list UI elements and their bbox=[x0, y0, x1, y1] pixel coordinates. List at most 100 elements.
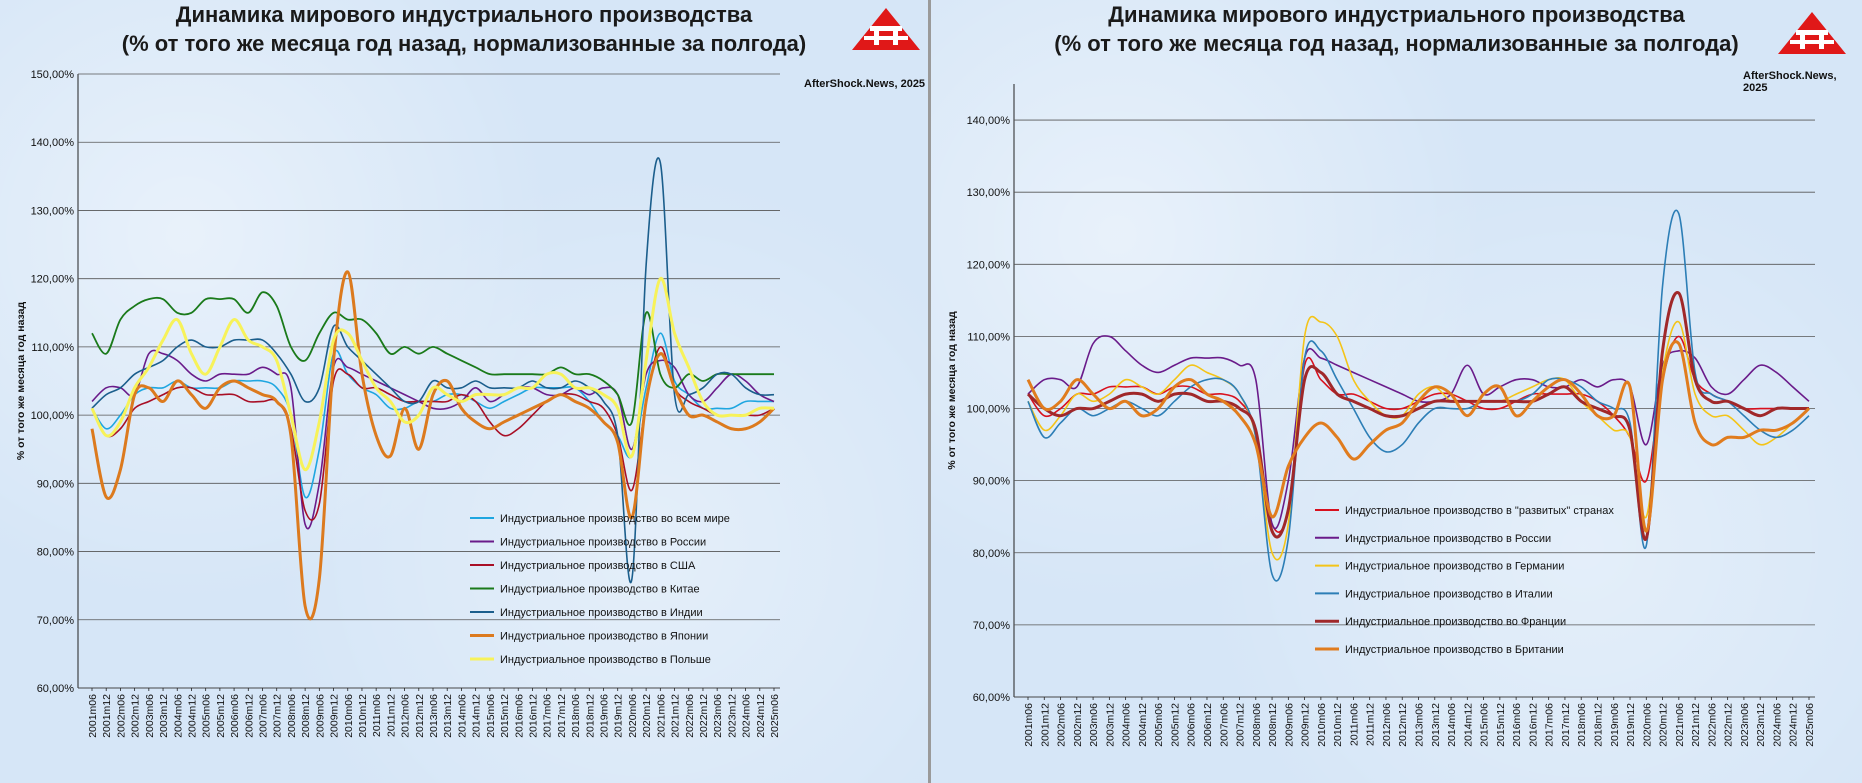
x-tick-label: 2019m06 bbox=[1609, 703, 1621, 747]
x-tick-label: 2006m12 bbox=[243, 694, 255, 738]
x-tick-label: 2023m12 bbox=[726, 694, 738, 738]
series-line bbox=[90, 277, 775, 472]
x-tick-label: 2016m06 bbox=[513, 694, 525, 738]
legend-entry: Индустриальное производство в Италии bbox=[1345, 588, 1553, 600]
x-tick-label: 2008m06 bbox=[286, 694, 298, 738]
legend-entry: Индустриальное производство в Японии bbox=[500, 631, 708, 643]
y-tick-label: 140,00% bbox=[31, 137, 75, 149]
x-tick-label: 2014m12 bbox=[1462, 703, 1474, 747]
y-tick-label: 70,00% bbox=[973, 620, 1011, 632]
x-tick-label: 2021m12 bbox=[670, 694, 682, 738]
x-tick-label: 2023m12 bbox=[1755, 703, 1767, 747]
x-tick-label: 2020m12 bbox=[641, 694, 653, 738]
x-tick-label: 2006m06 bbox=[1186, 703, 1198, 747]
x-tick-label: 2001m12 bbox=[1039, 703, 1051, 747]
brand-logo-icon bbox=[852, 8, 920, 50]
x-tick-label: 2012m12 bbox=[414, 694, 426, 738]
x-tick-label: 2008m12 bbox=[300, 694, 312, 738]
x-tick-label: 2018m06 bbox=[1576, 703, 1588, 747]
x-tick-label: 2002m06 bbox=[115, 694, 127, 738]
x-tick-label: 2014m06 bbox=[456, 694, 468, 738]
x-tick-label: 2023m06 bbox=[1739, 703, 1751, 747]
chart-title-line2: (% от того же месяца год назад, нормализ… bbox=[121, 31, 807, 56]
x-tick-label: 2009m06 bbox=[314, 694, 326, 738]
x-tick-label: 2021m12 bbox=[1690, 703, 1702, 747]
legend-entry: Индустриальное производство в России bbox=[1345, 533, 1551, 545]
x-tick-label: 2019m12 bbox=[613, 694, 625, 738]
x-tick-label: 2001m12 bbox=[101, 694, 113, 738]
x-tick-label: 2020m12 bbox=[1658, 703, 1670, 747]
x-tick-label: 2024m06 bbox=[741, 694, 753, 738]
x-tick-label: 2022m12 bbox=[698, 694, 710, 738]
chart-panel-left: Динамика мирового индустриального произв… bbox=[0, 0, 928, 783]
series-line bbox=[1026, 291, 1809, 541]
x-tick-label: 2002m06 bbox=[1056, 703, 1068, 747]
x-tick-label: 2010m06 bbox=[1316, 703, 1328, 747]
x-tick-label: 2005m12 bbox=[1169, 703, 1181, 747]
series-line bbox=[91, 157, 775, 584]
y-tick-label: 130,00% bbox=[31, 205, 75, 217]
brand-logo-icon bbox=[1778, 12, 1846, 54]
x-tick-label: 2004m06 bbox=[1121, 703, 1133, 747]
y-tick-label: 110,00% bbox=[31, 342, 74, 354]
y-tick-label: 130,00% bbox=[967, 187, 1011, 199]
x-tick-label: 2003m06 bbox=[144, 694, 156, 738]
x-tick-label: 2022m06 bbox=[1706, 703, 1718, 747]
chart-credit: AfterShock.News, 2025 bbox=[804, 78, 926, 90]
x-tick-label: 2003m12 bbox=[158, 694, 170, 738]
x-tick-label: 2025m06 bbox=[769, 694, 781, 738]
x-tick-label: 2009m06 bbox=[1283, 703, 1295, 747]
x-tick-label: 2004m12 bbox=[186, 694, 198, 738]
y-axis-title: % от того же месяца год назад bbox=[15, 302, 27, 461]
y-tick-label: 80,00% bbox=[37, 547, 75, 559]
x-tick-label: 2006m06 bbox=[229, 694, 241, 738]
legend-entry: Индустриальное производство в США bbox=[500, 560, 696, 572]
series-line bbox=[91, 291, 774, 426]
x-tick-label: 2017m06 bbox=[542, 694, 554, 738]
x-tick-label: 2024m06 bbox=[1771, 703, 1783, 747]
y-tick-label: 60,00% bbox=[973, 692, 1011, 704]
x-tick-label: 2017m12 bbox=[556, 694, 568, 738]
x-tick-label: 2005m12 bbox=[215, 694, 227, 738]
legend-entry: Индустриальное производство в Китае bbox=[500, 584, 700, 596]
x-tick-label: 2021m06 bbox=[1674, 703, 1686, 747]
series-line bbox=[1027, 315, 1810, 561]
line-chart-left: 60,00% 70,00% 80,00% 90,00% 100,00% 110,00% 12… bbox=[15, 69, 781, 738]
legend-entry: Индустриальное производство в Британии bbox=[1345, 644, 1564, 656]
x-tick-label: 2017m12 bbox=[1560, 703, 1572, 747]
x-tick-label: 2008m06 bbox=[1251, 703, 1263, 747]
x-tick-label: 2007m06 bbox=[258, 694, 270, 738]
x-tick-label: 2011m12 bbox=[385, 694, 397, 737]
y-tick-label: 90,00% bbox=[973, 476, 1011, 488]
series-line bbox=[1026, 340, 1811, 533]
x-tick-label: 2012m06 bbox=[400, 694, 412, 738]
x-tick-label: 2009m12 bbox=[1300, 703, 1312, 747]
x-tick-label: 2019m06 bbox=[599, 694, 611, 738]
x-tick-label: 2010m12 bbox=[357, 694, 369, 738]
x-tick-label: 2003m06 bbox=[1088, 703, 1100, 747]
x-tick-label: 2013m06 bbox=[428, 694, 440, 738]
x-tick-label: 2012m12 bbox=[1397, 703, 1409, 747]
x-tick-label: 2012m06 bbox=[1381, 703, 1393, 747]
y-tick-label: 80,00% bbox=[973, 548, 1011, 560]
x-tick-label: 2007m12 bbox=[1235, 703, 1247, 747]
x-tick-label: 2014m12 bbox=[471, 694, 483, 738]
y-tick-label: 100,00% bbox=[967, 404, 1011, 416]
x-tick-label: 2017m06 bbox=[1544, 703, 1556, 747]
panel-divider bbox=[928, 0, 931, 783]
x-tick-label: 2013m06 bbox=[1414, 703, 1426, 747]
x-tick-label: 2016m12 bbox=[1527, 703, 1539, 747]
x-tick-label: 2005m06 bbox=[1153, 703, 1165, 747]
legend-entry: Индустриальное производство во всем мире bbox=[500, 513, 730, 525]
x-tick-label: 2015m06 bbox=[485, 694, 497, 738]
legend-entry: Индустриальное производство в Германии bbox=[1345, 561, 1564, 573]
x-tick-label: 2010m06 bbox=[343, 694, 355, 738]
y-tick-label: 90,00% bbox=[37, 478, 75, 490]
x-tick-label: 2011m06 bbox=[1348, 703, 1360, 746]
x-tick-label: 2004m12 bbox=[1137, 703, 1149, 747]
x-tick-label: 2010m12 bbox=[1332, 703, 1344, 747]
x-tick-label: 2001m06 bbox=[87, 694, 99, 738]
x-tick-label: 2022m12 bbox=[1723, 703, 1735, 747]
x-tick-label: 2003m12 bbox=[1104, 703, 1116, 747]
chart-credit: AfterShock.News, 2025 bbox=[1743, 70, 1837, 94]
